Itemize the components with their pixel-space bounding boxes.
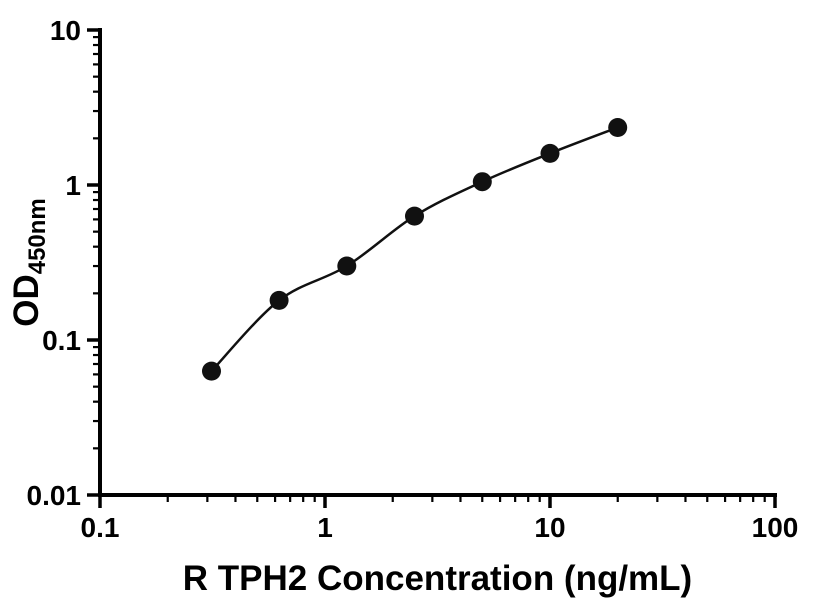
- y-tick-label: 10: [50, 15, 81, 46]
- y-tick-label: 0.1: [42, 325, 81, 356]
- data-point: [540, 143, 560, 163]
- data-point: [608, 118, 628, 137]
- y-axis-title: OD450nm: [7, 198, 51, 327]
- data-point: [202, 361, 221, 381]
- x-tick-label: 100: [752, 512, 799, 543]
- data-point: [337, 256, 357, 276]
- data-point: [472, 172, 492, 192]
- x-tick-label: 1: [317, 512, 333, 543]
- data-point: [405, 206, 424, 226]
- data-point: [269, 290, 289, 310]
- y-tick-label: 0.01: [27, 480, 82, 511]
- y-tick-label: 1: [65, 170, 81, 201]
- x-tick-label: 10: [534, 512, 565, 543]
- fit-curve: [210, 126, 619, 373]
- x-tick-label: 0.1: [81, 512, 120, 543]
- x-axis-title: R TPH2 Concentration (ng/mL): [183, 559, 692, 598]
